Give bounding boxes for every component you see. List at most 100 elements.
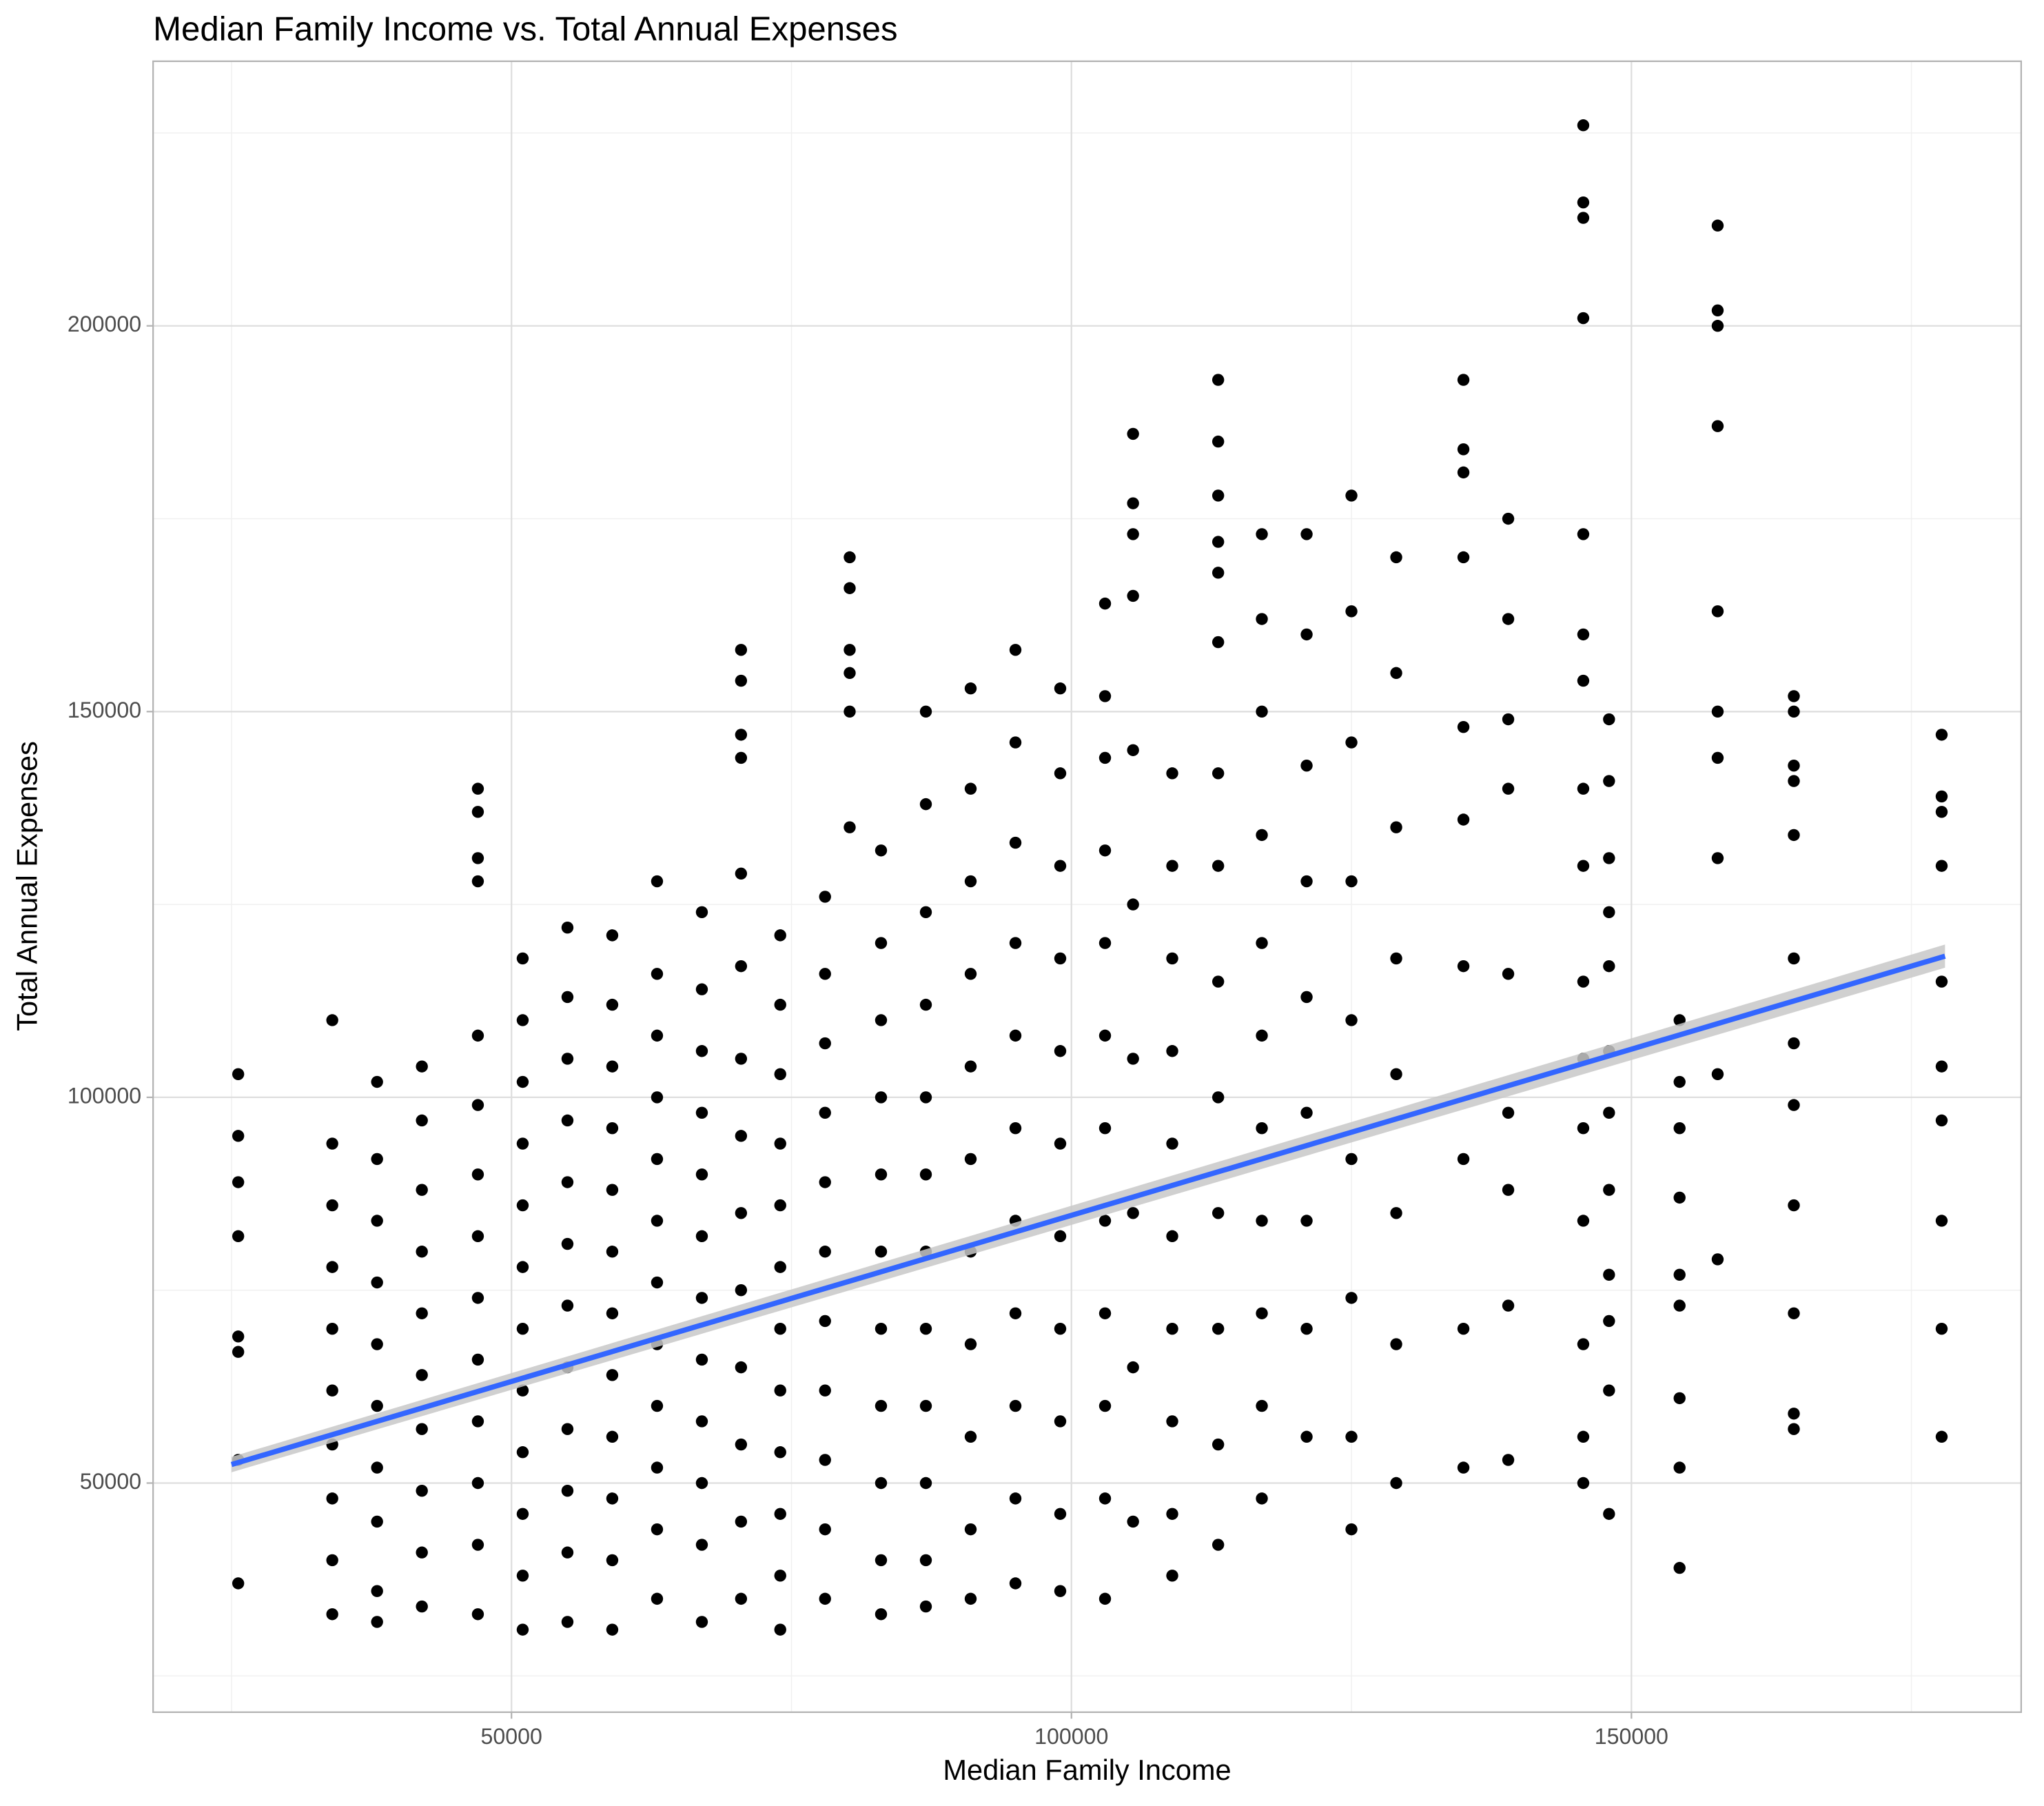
point [1256,1215,1268,1227]
point [1127,898,1139,911]
point [232,1577,245,1590]
point [606,1060,619,1073]
point [1098,751,1112,764]
point [735,751,748,764]
point [819,1106,831,1119]
point [919,1091,932,1104]
point [516,1075,529,1088]
point [1009,836,1022,849]
point [1256,528,1268,540]
point [651,968,664,980]
point [1212,1322,1225,1335]
point [964,875,977,888]
point [471,806,484,818]
point [919,906,932,918]
point [416,1060,428,1073]
point [1788,1099,1800,1111]
point [1098,1215,1112,1227]
point [1390,1338,1402,1350]
point [1935,729,1948,741]
point [471,1230,484,1243]
point [1166,952,1178,965]
point [819,1523,831,1536]
point [819,891,831,903]
point [1054,1585,1067,1597]
point [735,1438,748,1451]
point [1212,489,1225,502]
point [1673,1561,1686,1574]
point [735,1053,748,1065]
point [516,1199,529,1212]
point [774,1623,786,1636]
point [875,1477,888,1490]
point [606,1554,619,1567]
point [1300,875,1313,888]
point [964,1430,977,1443]
point [606,929,619,942]
point [371,1399,383,1412]
point [516,1014,529,1026]
point [1502,1299,1515,1312]
point [735,1284,748,1297]
point [1009,1577,1022,1590]
point [516,1446,529,1459]
point [471,1608,484,1621]
point [774,929,786,942]
point [1711,304,1724,317]
point [1009,1029,1022,1042]
point [695,1045,708,1057]
point [844,644,856,656]
point [371,1461,383,1474]
point [561,1423,574,1435]
point [964,968,977,980]
point [606,1307,619,1319]
point [919,1477,932,1490]
point [416,1114,428,1127]
point [1345,1430,1358,1443]
point [561,1546,574,1559]
point [695,1292,708,1304]
point [561,921,574,934]
point [1457,960,1470,973]
point [1212,1539,1225,1551]
x-tick-label: 50000 [481,1724,542,1749]
point [1300,1430,1313,1443]
point [651,1276,664,1289]
point [1673,1122,1686,1135]
point [1502,968,1515,980]
point [371,1585,383,1597]
point [1127,1053,1139,1065]
point [1711,751,1724,764]
point [1300,991,1313,1004]
point [1935,860,1948,872]
point [1390,1068,1402,1081]
point [516,1508,529,1520]
point [416,1307,428,1319]
point [1212,435,1225,448]
point [1577,1477,1590,1490]
point [735,1515,748,1528]
point [606,1122,619,1135]
point [371,1075,383,1088]
point [844,705,856,718]
point [1256,1307,1268,1319]
point [774,998,786,1011]
point [606,1623,619,1636]
point [1457,466,1470,479]
point [1256,705,1268,718]
point [1098,1492,1112,1505]
point [919,998,932,1011]
point [326,1554,338,1567]
point [561,1616,574,1628]
point [1256,1492,1268,1505]
point [735,1361,748,1374]
point [1502,713,1515,726]
point [1127,1207,1139,1219]
point [1212,975,1225,988]
point [1673,1268,1686,1281]
point [1457,1153,1470,1166]
panel-border [152,60,2023,1714]
point [1009,1122,1022,1135]
